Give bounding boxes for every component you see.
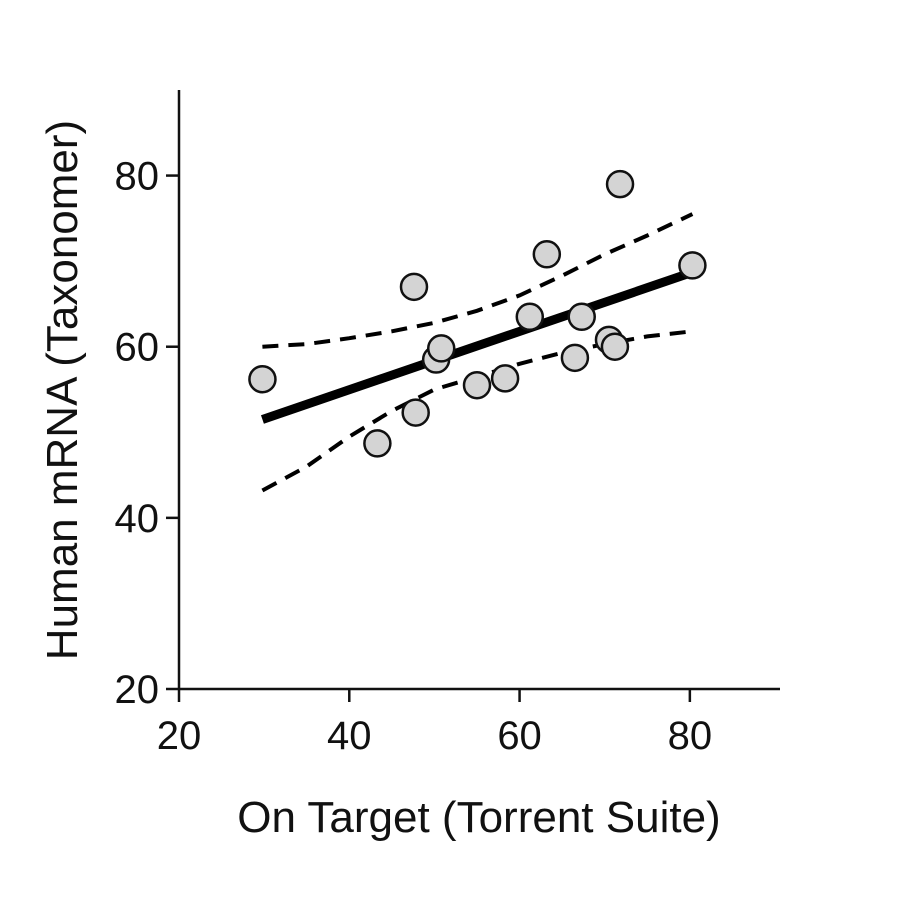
y-tick-label: 60	[115, 326, 160, 370]
y-tick-label: 20	[115, 668, 160, 712]
data-point	[426, 334, 456, 363]
lower-confidence-band	[261, 329, 693, 493]
data-point	[490, 364, 520, 393]
data-point	[678, 251, 707, 280]
upper-confidence-band	[262, 212, 694, 349]
data-point	[399, 272, 429, 302]
y-tick-label: 40	[115, 497, 160, 541]
x-ticks: 20 40 60 80	[157, 689, 712, 758]
data-point	[515, 302, 545, 332]
data-point	[560, 343, 590, 373]
data-point	[532, 240, 562, 269]
x-axis-title: On Target (Torrent Suite)	[237, 793, 720, 842]
data-point	[605, 169, 635, 199]
data-point	[567, 302, 596, 332]
regression-line	[260, 268, 694, 424]
data-point	[248, 364, 277, 394]
axes	[177, 90, 780, 691]
y-tick-label: 80	[115, 155, 160, 199]
x-tick-label: 60	[497, 714, 542, 758]
data-points	[248, 169, 707, 458]
y-ticks: 20 40 60 80	[115, 155, 179, 712]
y-axis-title: Human mRNA (Taxonomer)	[38, 120, 87, 660]
x-tick-label: 80	[668, 714, 713, 758]
data-point	[401, 398, 430, 427]
data-point	[462, 370, 492, 400]
x-tick-label: 40	[327, 714, 372, 758]
data-point	[600, 332, 630, 361]
data-point	[363, 429, 392, 458]
x-tick-label: 20	[157, 714, 202, 758]
